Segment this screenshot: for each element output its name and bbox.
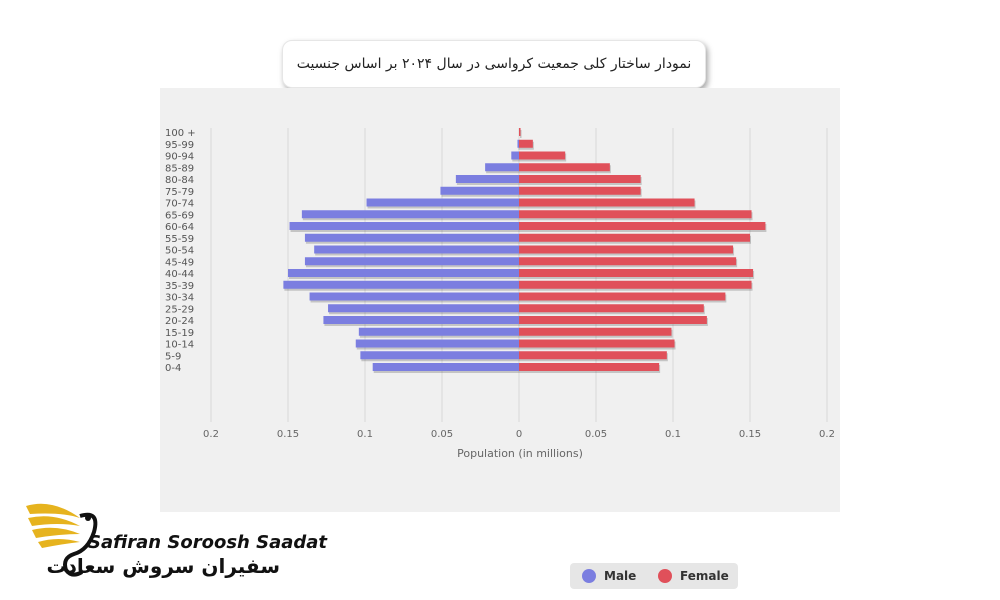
- x-tick-label: 0: [516, 429, 522, 440]
- x-tick-label: 0.2: [819, 429, 835, 440]
- male-bar: [301, 210, 519, 219]
- legend-male-swatch: [582, 569, 596, 583]
- male-bar: [309, 292, 519, 301]
- age-group-label: 45-49: [165, 257, 194, 268]
- brand-name-fa: سفیران سروش سعادت: [46, 554, 281, 578]
- male-bar: [304, 257, 519, 266]
- female-bar: [519, 233, 750, 242]
- male-bar: [304, 233, 519, 242]
- female-bar: [519, 222, 766, 230]
- male-bar: [372, 363, 519, 371]
- phoenix-wing-icon: [26, 503, 98, 577]
- age-group-label: 15-19: [165, 328, 194, 339]
- chart-panel: 100 +95-99 90-94 85-89 80-84 75-79 70-74 65-69…: [160, 88, 840, 589]
- female-bar: [519, 175, 641, 183]
- female-bar: [519, 163, 610, 172]
- chart-title: نمودار ساختار کلی جمعیت کرواسی در سال ۲۰…: [296, 56, 692, 72]
- female-bar: [519, 269, 754, 277]
- legend-male-label: Male: [604, 569, 637, 583]
- female-bar: [519, 245, 734, 254]
- male-bar: [314, 245, 519, 254]
- age-group-label: 100 +: [165, 128, 196, 139]
- male-bar: [511, 151, 519, 160]
- female-bar: [519, 139, 533, 148]
- x-tick-label: 0.05: [431, 429, 453, 440]
- male-bar: [360, 351, 519, 360]
- legend-item-male[interactable]: Male: [582, 563, 636, 589]
- brand-logo: [26, 503, 98, 577]
- male-bar: [455, 175, 519, 183]
- female-bar: [519, 316, 707, 324]
- age-group-label: 30-34: [165, 293, 194, 304]
- age-group-label: 10-14: [165, 340, 194, 351]
- age-group-label: 25-29: [165, 304, 194, 315]
- male-bar: [358, 327, 519, 336]
- x-tick-label: 0.1: [665, 429, 681, 440]
- female-bar: [519, 351, 667, 360]
- age-group-label: 0-4: [165, 363, 181, 374]
- female-bar: [519, 186, 641, 195]
- female-bar: [519, 327, 672, 336]
- female-bar: [519, 304, 704, 313]
- age-group-label: 70-74: [165, 199, 194, 210]
- x-tick-label: 0.2: [203, 429, 219, 440]
- age-group-label: 55-59: [165, 234, 194, 245]
- age-group-label: 85-89: [165, 163, 194, 174]
- female-bar: [519, 339, 675, 348]
- female-bar: [519, 257, 737, 266]
- female-bar: [519, 363, 660, 371]
- age-group-label: 95-99: [165, 140, 194, 151]
- female-bar: [519, 151, 566, 160]
- population-pyramid-chart: 100 +95-9990-9485-8980-8475-7970-7465-69…: [165, 128, 835, 460]
- age-group-label: 65-69: [165, 210, 194, 221]
- x-axis-label: Population (in millions): [457, 447, 583, 460]
- male-bar: [517, 139, 519, 148]
- male-bar: [328, 304, 519, 313]
- age-group-label: 80-84: [165, 175, 194, 186]
- male-bar: [485, 163, 519, 172]
- age-group-label: 35-39: [165, 281, 194, 292]
- female-bar: [519, 280, 752, 289]
- legend-female-swatch: [658, 569, 672, 583]
- female-bar: [519, 210, 752, 219]
- age-group-label: 60-64: [165, 222, 194, 233]
- x-tick-label: 0.15: [739, 429, 761, 440]
- male-bar: [288, 269, 519, 277]
- x-tick-label: 0.1: [357, 429, 373, 440]
- age-group-label: 90-94: [165, 152, 194, 163]
- age-group-label: 5-9: [165, 351, 181, 362]
- age-group-label: 75-79: [165, 187, 194, 198]
- bar-shadow: [520, 130, 522, 138]
- legend-item-female[interactable]: Female: [658, 563, 729, 589]
- male-bar: [323, 316, 519, 324]
- chart-title-box: نمودار ساختار کلی جمعیت کرواسی در سال ۲۰…: [282, 40, 706, 88]
- x-tick-label: 0.05: [585, 429, 607, 440]
- male-bar: [366, 198, 519, 207]
- brand-name-en: Safiran Soroosh Saadat: [88, 532, 328, 553]
- male-bar: [289, 222, 519, 230]
- male-bar: [440, 186, 519, 195]
- female-bar: [519, 292, 726, 301]
- x-tick-label: 0.15: [277, 429, 299, 440]
- female-bar: [519, 198, 695, 207]
- legend-female-label: Female: [680, 569, 729, 583]
- legend: Male Female: [570, 563, 738, 589]
- male-bar: [283, 280, 519, 289]
- male-bar: [355, 339, 519, 348]
- female-bar: [519, 128, 521, 136]
- age-group-label: 40-44: [165, 269, 194, 280]
- age-group-label: 50-54: [165, 246, 194, 257]
- age-group-label: 20-24: [165, 316, 194, 327]
